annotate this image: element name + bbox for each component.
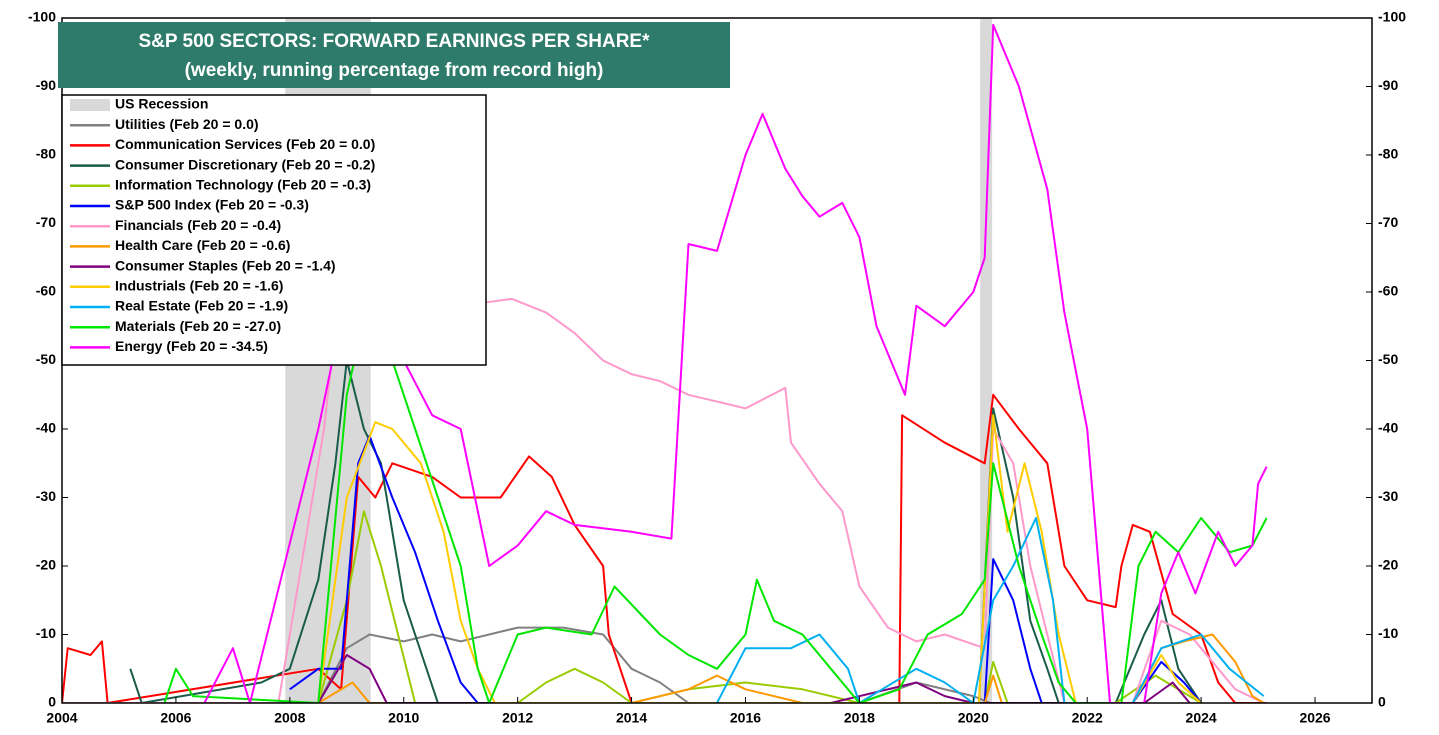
y-tick-label: -50 xyxy=(36,351,56,367)
title-box xyxy=(58,22,730,88)
legend-swatch xyxy=(70,99,110,111)
x-tick-label: 2012 xyxy=(502,710,533,726)
y-tick-label: -10 xyxy=(36,625,56,641)
legend-label: Communication Services (Feb 20 = 0.0) xyxy=(115,136,375,152)
x-tick-label: 2008 xyxy=(274,710,305,726)
y-tick-label: -70 xyxy=(36,214,56,230)
legend-label: Energy (Feb 20 = -34.5) xyxy=(115,338,268,354)
recession-band xyxy=(980,18,993,703)
series-line xyxy=(203,23,1268,703)
series-line xyxy=(289,434,1202,703)
legend-label: US Recession xyxy=(115,96,208,112)
y2-tick-label: -10 xyxy=(1378,625,1398,641)
legend: US Recession Utilities (Feb 20 = 0.0) Comm… xyxy=(61,94,487,366)
y2-tick-label: -100 xyxy=(1378,9,1406,25)
y-tick-label: -90 xyxy=(36,77,56,93)
y-tick-label: 0 xyxy=(48,694,56,710)
y2-tick-label: -60 xyxy=(1378,283,1398,299)
legend-label: Utilities (Feb 20 = 0.0) xyxy=(115,116,259,132)
y-tick-label: -30 xyxy=(36,488,56,504)
x-tick-label: 2018 xyxy=(844,710,875,726)
legend-label: S&P 500 Index (Feb 20 = -0.3) xyxy=(115,197,309,213)
chart-subtitle: (weekly, running percentage from record … xyxy=(185,60,604,81)
y2-tick-label: -80 xyxy=(1378,146,1398,162)
x-tick-label: 2016 xyxy=(730,710,761,726)
series-line xyxy=(163,291,1268,703)
series-line xyxy=(317,633,1265,703)
y2-tick-label: 0 xyxy=(1378,694,1386,710)
y2-tick-label: -50 xyxy=(1378,351,1398,367)
legend-label: Real Estate (Feb 20 = -1.9) xyxy=(115,298,288,314)
x-tick-label: 2020 xyxy=(958,710,989,726)
x-tick-label: 2004 xyxy=(46,710,77,726)
x-tick-label: 2022 xyxy=(1072,710,1103,726)
y2-tick-label: -40 xyxy=(1378,420,1398,436)
series-line xyxy=(716,517,1265,703)
legend-label: Consumer Discretionary (Feb 20 = -0.2) xyxy=(115,156,375,172)
legend-box xyxy=(61,94,487,366)
x-tick-label: 2024 xyxy=(1186,710,1217,726)
legend-label: Information Technology (Feb 20 = -0.3) xyxy=(115,177,371,193)
legend-label: Materials (Feb 20 = -27.0) xyxy=(115,318,281,334)
y-tick-label: -20 xyxy=(36,557,56,573)
x-tick-label: 2006 xyxy=(160,710,191,726)
y2-tick-label: -30 xyxy=(1378,488,1398,504)
y-tick-label: -60 xyxy=(36,283,56,299)
x-tick-label: 2010 xyxy=(388,710,419,726)
axes: 0 -10 -20 -30 -40 -50 -60 -70 -80 -90 -100 0 -10 -20 -… xyxy=(28,9,1406,726)
y2-tick-label: -20 xyxy=(1378,557,1398,573)
y-tick-label: -100 xyxy=(28,9,56,25)
x-tick-label: 2014 xyxy=(616,710,647,726)
legend-label: Health Care (Feb 20 = -0.6) xyxy=(115,237,290,253)
y-tick-label: -80 xyxy=(36,146,56,162)
y2-tick-label: -70 xyxy=(1378,214,1398,230)
y2-tick-label: -90 xyxy=(1378,77,1398,93)
legend-label: Consumer Staples (Feb 20 = -1.4) xyxy=(115,257,336,273)
y-tick-label: -40 xyxy=(36,420,56,436)
legend-label: Financials (Feb 20 = -0.4) xyxy=(115,217,281,233)
legend-label: Industrials (Feb 20 = -1.6) xyxy=(115,278,283,294)
x-tick-label: 2026 xyxy=(1299,710,1330,726)
chart-title: S&P 500 SECTORS: FORWARD EARNINGS PER SH… xyxy=(139,31,651,52)
